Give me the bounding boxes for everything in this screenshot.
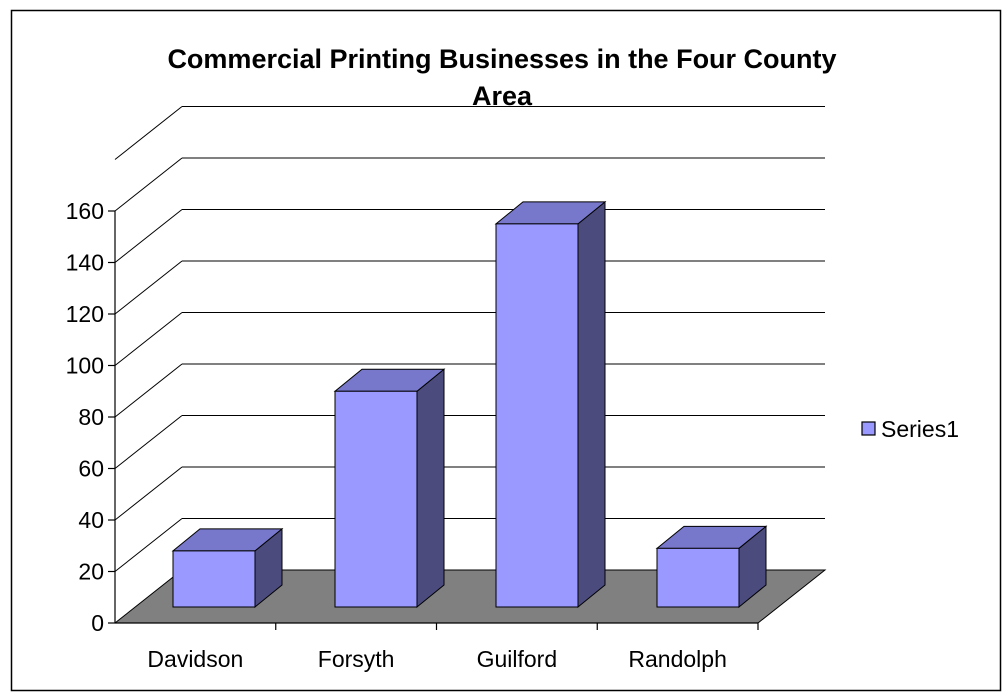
y-tick-label: 60 xyxy=(78,456,104,482)
bar-front xyxy=(335,391,417,607)
x-category-label: Randolph xyxy=(628,646,726,672)
bar-front xyxy=(657,548,739,607)
y-tick-label: 140 xyxy=(66,250,104,276)
legend-label-series1: Series1 xyxy=(881,416,959,442)
bar-guilford xyxy=(496,202,605,607)
y-tick-label: 160 xyxy=(66,198,104,224)
y-tick-label: 100 xyxy=(66,353,104,379)
y-tick-label: 20 xyxy=(78,559,104,585)
bar-side xyxy=(578,202,605,607)
y-tick-label: 40 xyxy=(78,507,104,533)
bar-front xyxy=(173,551,255,607)
bar-davidson xyxy=(173,529,282,607)
bar-randolph xyxy=(657,526,766,607)
legend-swatch-series1 xyxy=(862,422,875,435)
x-category-label: Guilford xyxy=(477,646,558,672)
bar-forsyth xyxy=(335,369,444,607)
y-tick-label: 80 xyxy=(78,404,104,430)
y-tick-label: 120 xyxy=(66,301,104,327)
chart-title-line-1: Commercial Printing Businesses in the Fo… xyxy=(167,44,836,74)
y-tick-label: 0 xyxy=(91,610,104,636)
bar-side xyxy=(417,369,444,607)
bar-front xyxy=(496,224,578,607)
x-category-label: Davidson xyxy=(147,646,243,672)
x-category-label: Forsyth xyxy=(318,646,395,672)
